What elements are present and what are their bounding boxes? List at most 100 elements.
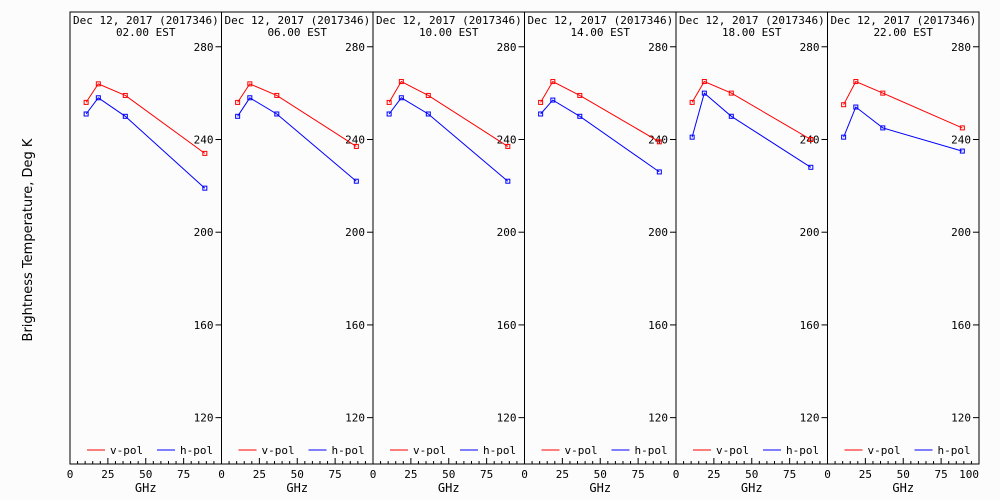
data-point-v-pol (95, 81, 101, 87)
series-line-h-pol (540, 99, 660, 173)
x-tick-label: 50 (594, 468, 607, 481)
series-line-h-pol (388, 97, 509, 182)
legend-label-v-pol: v-pol (565, 444, 598, 457)
y-tick-label: 280 (800, 41, 820, 54)
x-tick-label: 25 (253, 468, 266, 481)
data-point-v-pol (689, 99, 695, 105)
y-tick-label: 240 (497, 133, 517, 146)
y-tick-label: 120 (194, 412, 214, 425)
legend-label-v-pol: v-pol (716, 444, 749, 457)
data-point-v-pol (808, 136, 814, 142)
x-tick-label: 25 (707, 468, 720, 481)
data-point-h-pol (701, 90, 707, 96)
x-tick-label: 0 (673, 468, 680, 481)
legend-label-h-pol: h-pol (635, 444, 668, 457)
panel-subtitle: 14.00 EST (570, 26, 630, 39)
x-tick-label: 0 (218, 468, 225, 481)
panel-title: Dec 12, 2017 (2017346) (831, 14, 977, 27)
data-point-h-pol (505, 178, 511, 184)
data-point-h-pol (235, 113, 241, 119)
panel-title: Dec 12, 2017 (2017346) (679, 14, 825, 27)
y-tick-label: 200 (800, 226, 820, 239)
x-tick-label: 75 (329, 468, 342, 481)
series-line-v-pol (843, 80, 963, 129)
x-tick-label: 0 (370, 468, 377, 481)
panel-1: Dec 12, 2017 (2017346)02.00 EST 120 160 200… (67, 11, 222, 495)
y-tick-label: 120 (345, 412, 365, 425)
legend-label-v-pol: v-pol (110, 444, 143, 457)
panel-subtitle: 10.00 EST (419, 26, 479, 39)
data-point-v-pol (959, 125, 965, 131)
panels-group: Dec 12, 2017 (2017346) 02.00 EST 120 160 200… (67, 11, 980, 495)
legend-label-h-pol: h-pol (786, 444, 819, 457)
y-tick-label: 200 (345, 226, 365, 239)
y-tick-label: 280 (951, 41, 971, 54)
x-tick-label: 75 (632, 468, 645, 481)
data-point-h-pol (880, 125, 886, 131)
panel-subtitle: 22.00 EST (873, 26, 933, 39)
series-line-v-pol (691, 80, 812, 140)
x-tick-label: 75 (177, 468, 190, 481)
series-line-h-pol (237, 97, 357, 182)
legend-label-h-pol: h-pol (938, 444, 971, 457)
data-point-v-pol (122, 92, 128, 98)
x-axis-label: GHz (589, 481, 611, 495)
x-tick-label: 75 (935, 468, 948, 481)
data-point-v-pol (202, 150, 208, 156)
data-point-v-pol (538, 99, 544, 105)
data-point-h-pol (577, 113, 583, 119)
legend-label-v-pol: v-pol (262, 444, 295, 457)
x-axis-label: GHz (892, 481, 914, 495)
y-tick-label: 240 (194, 133, 214, 146)
y-tick-label: 280 (648, 41, 668, 54)
x-tick-label: 25 (859, 468, 872, 481)
data-point-h-pol (95, 95, 101, 101)
data-point-v-pol (853, 79, 859, 85)
y-tick-label: 160 (648, 319, 668, 332)
data-point-v-pol (386, 99, 392, 105)
panel-title: Dec 12, 2017 (2017346) (528, 14, 674, 27)
x-tick-label: 75 (783, 468, 796, 481)
y-tick-label: 200 (497, 226, 517, 239)
y-tick-label: 160 (800, 319, 820, 332)
legend-label-v-pol: v-pol (868, 444, 901, 457)
x-tick-label: 25 (101, 468, 114, 481)
y-tick-label: 160 (194, 319, 214, 332)
data-point-h-pol (728, 113, 734, 119)
y-tick-label: 200 (194, 226, 214, 239)
x-axis-label: GHz (286, 481, 308, 495)
data-point-h-pol (841, 134, 847, 140)
y-tick-label: 160 (345, 319, 365, 332)
data-point-h-pol (550, 97, 556, 103)
data-point-h-pol (247, 95, 253, 101)
panel-title: Dec 12, 2017 (2017346) (225, 14, 371, 27)
series-line-v-pol (237, 83, 357, 147)
y-tick-label: 200 (951, 226, 971, 239)
legend-label-h-pol: h-pol (332, 444, 365, 457)
data-point-h-pol (656, 169, 662, 175)
data-point-v-pol (505, 143, 511, 149)
x-tick-label: 50 (291, 468, 304, 481)
data-point-v-pol (701, 79, 707, 85)
panel-subtitle: 06.00 EST (267, 26, 327, 39)
y-tick-label: 160 (497, 319, 517, 332)
data-point-h-pol (202, 185, 208, 191)
panel-3: Dec 12, 2017 (2017346)10.00 EST 120 160 200… (370, 11, 525, 495)
data-point-h-pol (808, 164, 814, 170)
data-point-v-pol (398, 79, 404, 85)
panel-6: Dec 12, 2017 (2017346)22.00 EST 120 160 200… (824, 11, 980, 495)
data-point-v-pol (353, 143, 359, 149)
data-point-h-pol (538, 111, 544, 117)
legend-label-h-pol: h-pol (483, 444, 516, 457)
data-point-h-pol (386, 111, 392, 117)
panel-subtitle: 02.00 EST (116, 26, 176, 39)
data-point-h-pol (959, 148, 965, 154)
y-tick-label: 280 (194, 41, 214, 54)
data-point-v-pol (425, 92, 431, 98)
y-tick-label: 240 (800, 133, 820, 146)
panel-5: Dec 12, 2017 (2017346)18.00 EST 120 160 200… (673, 11, 828, 495)
data-point-h-pol (398, 95, 404, 101)
y-tick-label: 120 (800, 412, 820, 425)
